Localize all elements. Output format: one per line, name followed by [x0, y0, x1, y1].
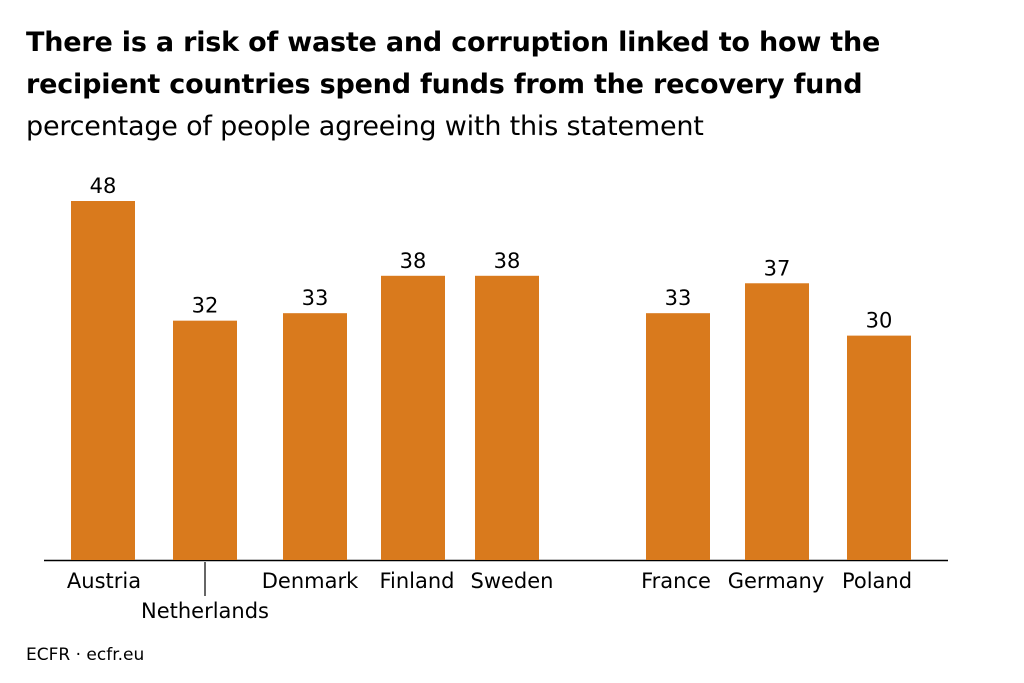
bar-france — [646, 313, 710, 560]
data-label-netherlands: 32 — [192, 294, 219, 318]
bar-germany — [745, 283, 809, 560]
tick-label-austria: Austria — [67, 569, 141, 593]
tick-label-netherlands: Netherlands — [141, 599, 269, 623]
chart-subtitle: percentage of people agreeing with this … — [26, 111, 704, 142]
bar-poland — [847, 335, 911, 560]
data-label-germany: 37 — [764, 256, 791, 280]
bar-sweden — [475, 275, 539, 560]
tick-label-denmark: Denmark — [262, 569, 359, 593]
data-label-austria: 48 — [90, 174, 117, 198]
bar-denmark — [283, 313, 347, 560]
tick-label-poland: Poland — [842, 569, 912, 593]
bar-netherlands — [173, 320, 237, 560]
chart-title-block: There is a risk of waste and corruption … — [26, 22, 1006, 148]
data-label-sweden: 38 — [494, 249, 521, 273]
source-credit: ECFR · ecfr.eu — [26, 645, 145, 665]
tick-label-sweden: Sweden — [471, 569, 554, 593]
tick-label-finland: Finland — [379, 569, 454, 593]
bar-austria — [71, 201, 135, 560]
data-label-france: 33 — [665, 286, 692, 310]
data-label-denmark: 33 — [302, 286, 329, 310]
data-label-finland: 38 — [400, 249, 427, 273]
tick-label-germany: Germany — [728, 569, 825, 593]
tick-label-france: France — [641, 569, 711, 593]
bar-finland — [381, 275, 445, 560]
chart-title: There is a risk of waste and corruption … — [26, 27, 881, 100]
data-label-poland: 30 — [866, 309, 893, 333]
